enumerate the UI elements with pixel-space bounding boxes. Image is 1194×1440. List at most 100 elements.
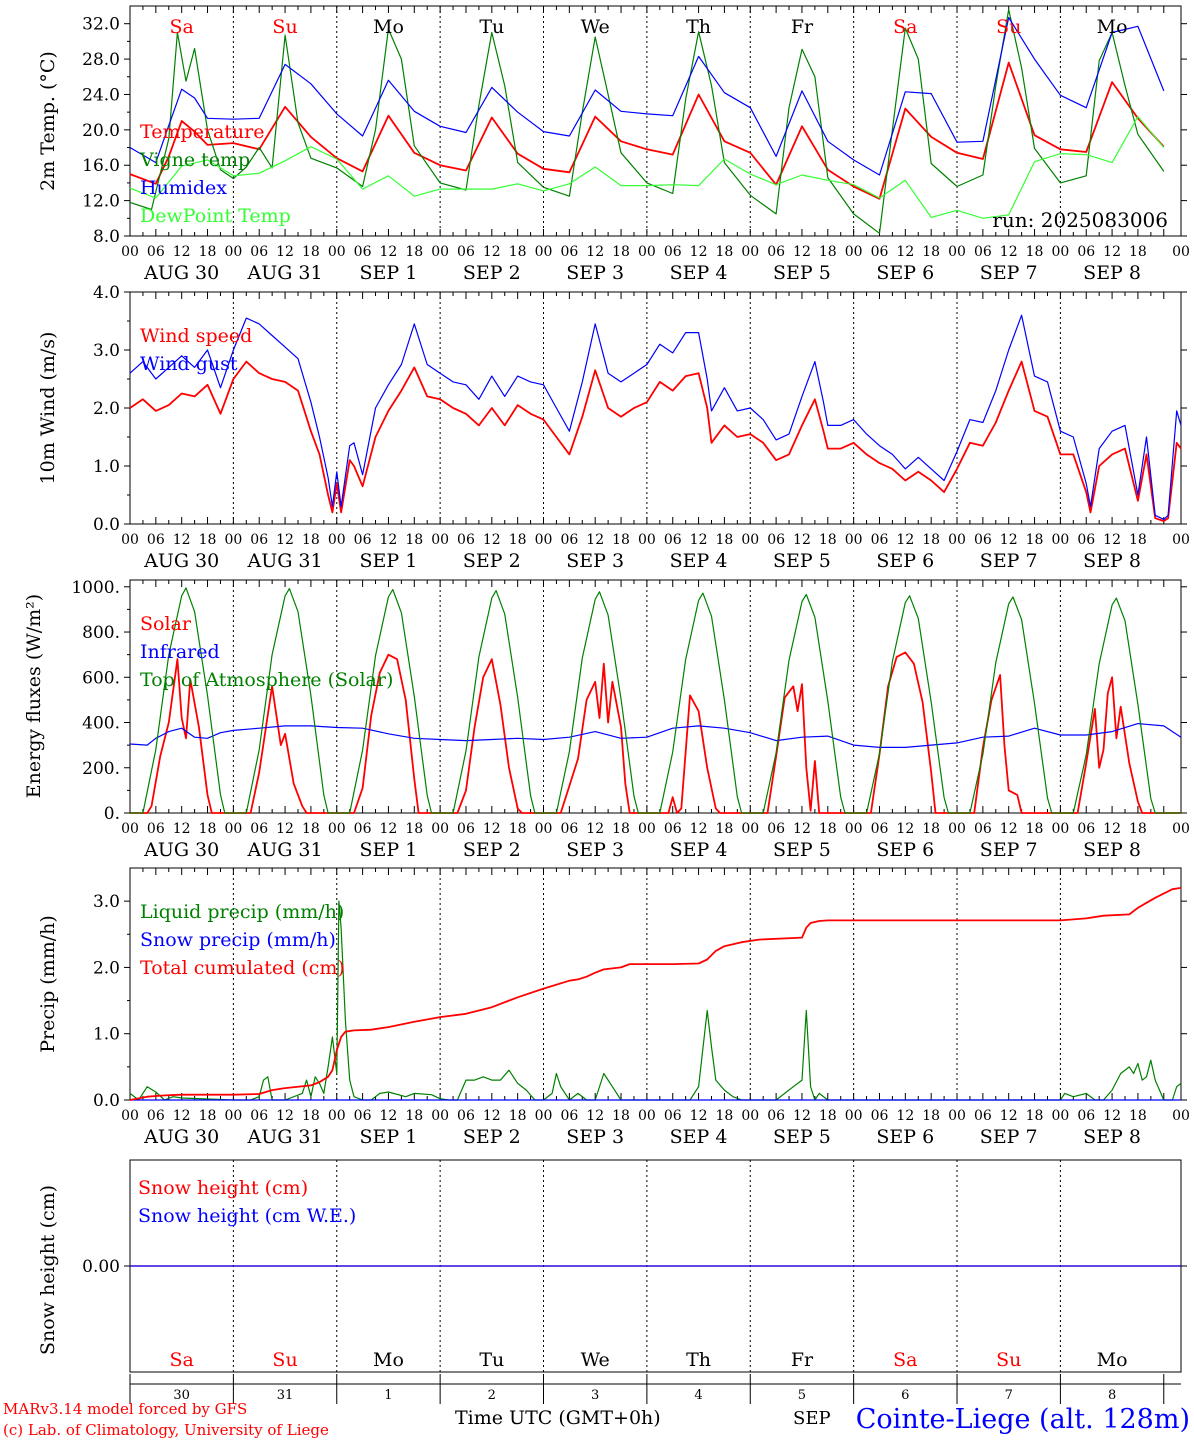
hour-tick-label: 06 (354, 532, 372, 548)
hour-tick-label: 06 (1077, 532, 1095, 548)
date-label: SEP 5 (773, 1126, 831, 1148)
hour-tick-label: 00 (845, 532, 863, 548)
hour-tick-label: 06 (147, 532, 165, 548)
hour-tick-label: 06 (457, 532, 475, 548)
hour-tick-label: 06 (664, 244, 682, 260)
hour-tick-label: 18 (922, 244, 940, 260)
weekday-label: Mo (373, 1349, 404, 1371)
hour-tick-label: 12 (380, 821, 398, 837)
hour-tick-label: 06 (974, 821, 992, 837)
hour-tick-label: 00 (845, 1108, 863, 1124)
energy-frame (129, 579, 1182, 814)
hour-tick-label: 06 (147, 821, 165, 837)
date-label: AUG 30 (143, 550, 219, 572)
hour-tick-label: 12 (1000, 244, 1018, 260)
weekday-label: Tu (479, 16, 504, 38)
wind-legend-0: Wind speed (140, 325, 252, 347)
hour-tick-label: 12 (380, 532, 398, 548)
y-tick-label: 4.0 (93, 283, 120, 303)
hour-tick-label: 00 (1172, 244, 1190, 260)
date-label: SEP 8 (1083, 550, 1141, 572)
hour-tick-label: 12 (896, 821, 914, 837)
hour-tick-label: 18 (405, 532, 423, 548)
weekday-label: Mo (373, 16, 404, 38)
hour-tick-label: 18 (819, 532, 837, 548)
y-tick-label: 0.0 (93, 1091, 120, 1111)
date-label: SEP 3 (566, 550, 624, 572)
hour-tick-label: 12 (173, 532, 191, 548)
y-tick-label: 0.00 (82, 1257, 120, 1277)
location-label: Cointe-Liege (alt. 128m) (856, 1404, 1190, 1435)
hour-tick-label: 12 (793, 1108, 811, 1124)
hour-tick-label: 00 (328, 244, 346, 260)
hour-tick-label: 12 (1103, 821, 1121, 837)
hour-tick-label: 00 (948, 244, 966, 260)
y-tick-label: 1.0 (93, 457, 120, 477)
hour-tick-label: 06 (664, 821, 682, 837)
hour-tick-label: 06 (767, 244, 785, 260)
hour-tick-label: 12 (896, 532, 914, 548)
hour-tick-label: 00 (328, 532, 346, 548)
date-label: SEP 6 (876, 1126, 934, 1148)
date-label: SEP 4 (670, 262, 728, 284)
precip-panel: 0.0 1.0 2.0 3.0 Precip (mm/h) Liquid precip (… (37, 867, 1190, 1148)
hour-tick-label: 18 (1129, 244, 1147, 260)
hour-tick-label: 00 (638, 1108, 656, 1124)
hour-tick-label: 00 (224, 244, 242, 260)
hour-tick-label: 12 (1000, 821, 1018, 837)
day-number-label: 2 (488, 1388, 496, 1403)
date-label: SEP 3 (566, 839, 624, 861)
hour-tick-label: 06 (664, 532, 682, 548)
hour-tick-label: 00 (638, 244, 656, 260)
date-label: SEP 1 (360, 262, 418, 284)
hour-tick-label: 06 (560, 1108, 578, 1124)
hour-tick-label: 12 (690, 244, 708, 260)
date-label: SEP 5 (773, 550, 831, 572)
temp-series-2-line (129, 16, 1165, 176)
hour-tick-label: 06 (664, 1108, 682, 1124)
hour-tick-label: 18 (509, 1108, 527, 1124)
panels-layer: 8.012.016.020.024.028.032.02m Temp. (°C)… (23, 5, 1190, 1404)
wind-series-1-line (129, 314, 1182, 520)
hour-tick-label: 18 (302, 244, 320, 260)
hour-tick-label: 12 (483, 821, 501, 837)
precip-legend-1: Snow precip (mm/h) (140, 929, 336, 951)
date-label: SEP 6 (876, 839, 934, 861)
hour-tick-label: 00 (535, 1108, 553, 1124)
y-tick-label: 8.0 (93, 227, 120, 247)
hour-tick-label: 06 (560, 821, 578, 837)
hour-tick-label: 12 (793, 532, 811, 548)
hour-tick-label: 00 (1051, 821, 1069, 837)
hour-tick-label: 18 (199, 532, 217, 548)
hour-tick-label: 12 (690, 1108, 708, 1124)
hour-tick-label: 18 (819, 821, 837, 837)
hour-tick-label: 00 (638, 821, 656, 837)
hour-tick-label: 06 (457, 821, 475, 837)
date-label: SEP 6 (876, 550, 934, 572)
weekday-label: Fr (791, 16, 814, 38)
weekday-label: Su (272, 16, 297, 38)
hour-tick-label: 12 (483, 532, 501, 548)
hour-tick-label: 00 (1172, 821, 1190, 837)
date-label: SEP 5 (773, 839, 831, 861)
hour-tick-label: 18 (716, 244, 734, 260)
snow-panel: 0.00 Snow height (cm) Snow height (cm) Snow… (37, 1159, 1187, 1404)
hour-tick-label: 06 (354, 821, 372, 837)
weekday-label: We (581, 16, 610, 38)
hour-tick-label: 06 (354, 244, 372, 260)
y-tick-label: 28.0 (82, 50, 120, 70)
hour-tick-label: 12 (896, 244, 914, 260)
hour-tick-label: 00 (845, 244, 863, 260)
hour-tick-label: 00 (121, 1108, 139, 1124)
hour-tick-label: 06 (354, 1108, 372, 1124)
hour-tick-label: 00 (431, 1108, 449, 1124)
copyright-credit: (c) Lab. of Climatology, University of L… (3, 1421, 329, 1439)
hour-tick-label: 06 (1077, 244, 1095, 260)
hour-tick-label: 12 (586, 821, 604, 837)
hour-tick-label: 12 (1103, 244, 1121, 260)
date-label: SEP 2 (463, 550, 521, 572)
hour-tick-label: 12 (690, 821, 708, 837)
hour-tick-label: 18 (612, 1108, 630, 1124)
hour-tick-label: 06 (974, 1108, 992, 1124)
hour-tick-label: 00 (948, 821, 966, 837)
